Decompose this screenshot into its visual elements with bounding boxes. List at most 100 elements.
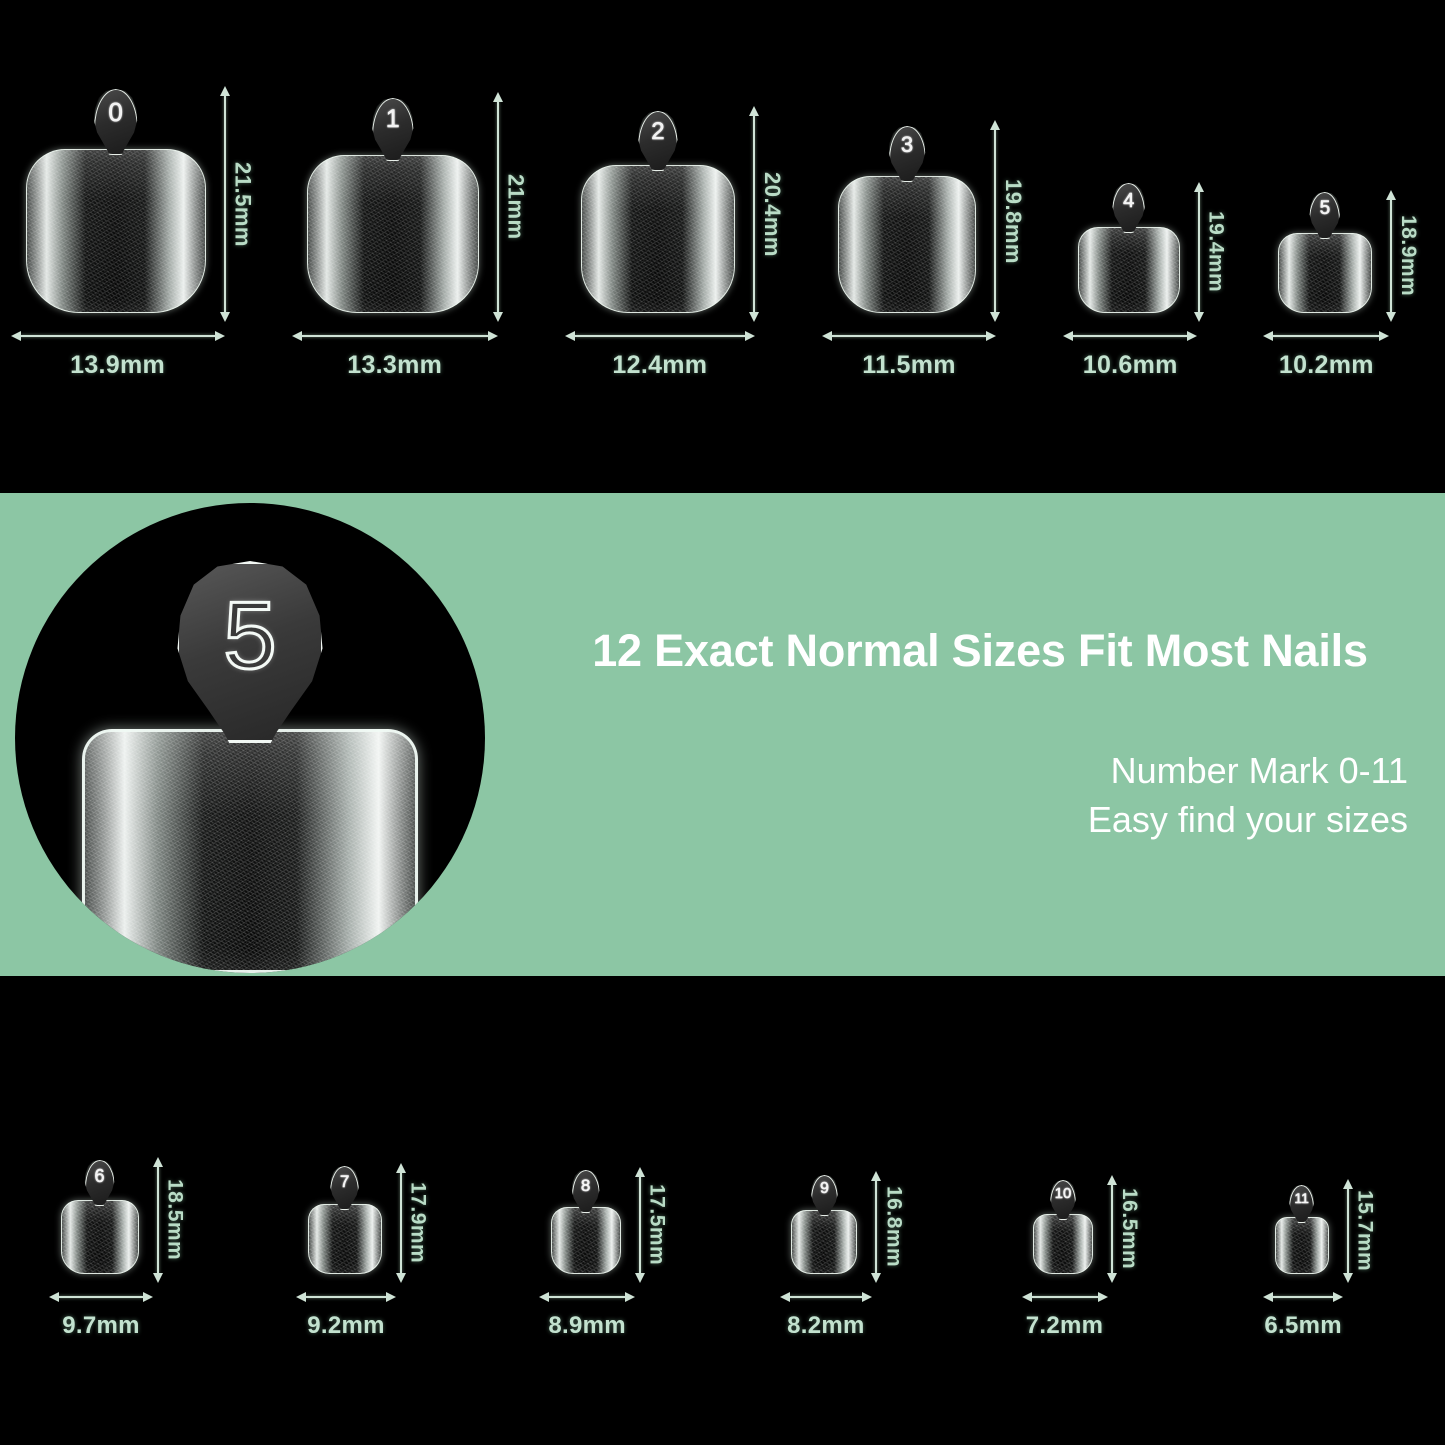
width-dimension: 8.9mm	[548, 1296, 627, 1340]
width-dimension-label: 9.7mm	[62, 1312, 140, 1339]
height-dimension-label: 17.9mm	[406, 1182, 430, 1264]
height-dimension-arrow	[875, 1180, 878, 1274]
width-dimension-arrow	[573, 335, 746, 337]
height-dimension-label: 18.5mm	[163, 1179, 187, 1261]
nail-with-height-dimension: 2 20.4mm	[580, 111, 785, 313]
width-dimension-arrow	[788, 1296, 863, 1298]
nail-tip: 8	[550, 1170, 621, 1274]
nail-body	[580, 165, 735, 313]
nail-tip: 7	[307, 1166, 382, 1274]
nail-size-cell: 10 16.5mm 7.2mm	[1026, 1180, 1149, 1340]
nail-body	[1277, 233, 1372, 313]
nail-with-height-dimension: 4 19.4mm	[1077, 183, 1228, 313]
nail-with-height-dimension: 11 15.7mm	[1274, 1185, 1377, 1274]
width-dimension-label: 11.5mm	[862, 351, 956, 379]
width-dimension-label: 10.6mm	[1082, 351, 1178, 379]
height-dimension: 20.4mm	[752, 115, 785, 313]
nail-size-number: 11	[1294, 1190, 1309, 1206]
nail-size-number: 4	[1123, 190, 1135, 212]
height-dimension: 16.5mm	[1111, 1184, 1141, 1274]
nail-body	[791, 1210, 858, 1274]
height-dimension-label: 19.8mm	[1001, 178, 1027, 264]
nail-size-cell: 8 17.5mm 8.9mm	[548, 1170, 671, 1340]
nail-tip: 2	[580, 111, 735, 313]
feature-banner: 5 12 Exact Normal Sizes Fit Most Nails N…	[0, 493, 1445, 976]
width-dimension-arrow	[305, 1296, 388, 1298]
nail-tip: 6	[60, 1160, 139, 1274]
nail-body	[1033, 1214, 1094, 1274]
nail-size-cell: 11 15.7mm 6.5mm	[1264, 1185, 1387, 1340]
nail-tab: 0	[94, 89, 138, 155]
width-dimension: 10.6mm	[1072, 335, 1189, 380]
width-dimension-label: 8.9mm	[548, 1312, 626, 1339]
zoom-inset-circle: 5	[15, 503, 485, 973]
height-dimension: 19.8mm	[994, 129, 1026, 313]
nail-tip: 1	[306, 98, 479, 313]
width-dimension-label: 13.9mm	[70, 351, 166, 379]
width-dimension-arrow	[1272, 335, 1381, 337]
width-dimension: 12.4mm	[573, 335, 746, 380]
height-dimension: 19.4mm	[1197, 191, 1228, 313]
nail-body	[25, 149, 206, 313]
nail-tip: 4	[1077, 183, 1180, 313]
width-dimension-arrow	[548, 1296, 627, 1298]
nail-size-number: 1	[385, 105, 400, 133]
nail-size-cell: 2 20.4mm 12.4mm	[573, 111, 792, 380]
nail-size-cell: 4 19.4mm 10.6mm	[1072, 183, 1233, 380]
height-dimension: 21mm	[496, 101, 529, 313]
height-dimension-arrow	[1197, 191, 1200, 313]
nail-tip: 9	[791, 1175, 858, 1274]
height-dimension: 18.5mm	[156, 1166, 187, 1274]
nail-with-height-dimension: 8 17.5mm	[550, 1170, 669, 1274]
nail-tab: 4	[1112, 183, 1145, 233]
height-dimension: 17.5mm	[638, 1176, 669, 1274]
height-dimension-label: 16.8mm	[882, 1186, 906, 1268]
nail-with-height-dimension: 7 17.9mm	[307, 1166, 430, 1274]
nail-body	[550, 1207, 621, 1274]
nail-size-number: 9	[819, 1180, 829, 1197]
size-row-bottom: 6 18.5mm 9.7mm 7 17.9mm 9.2mm 8 17.5mm 8.9mm 9 16.…	[0, 1140, 1445, 1340]
zoom-inset-content: 5	[15, 503, 485, 973]
width-dimension-label: 7.2mm	[1025, 1312, 1104, 1339]
height-dimension-label: 20.4mm	[759, 171, 785, 257]
banner-headline: 12 Exact Normal Sizes Fit Most Nails	[592, 624, 1368, 676]
height-dimension-label: 18.9mm	[1396, 215, 1420, 297]
zoom-inset-nail-body	[82, 728, 418, 973]
nail-tab: 5	[1309, 192, 1341, 239]
height-dimension: 15.7mm	[1346, 1188, 1377, 1274]
nail-with-height-dimension: 10 16.5mm	[1033, 1180, 1141, 1274]
nail-size-cell: 9 16.8mm 8.2mm	[787, 1175, 910, 1340]
width-dimension-arrow	[831, 335, 988, 337]
width-dimension-label: 12.4mm	[612, 351, 708, 379]
nail-size-cell: 1 21mm 13.3mm	[300, 98, 535, 380]
nail-tab: 1	[372, 98, 414, 161]
zoom-inset-tab: 5	[177, 561, 323, 743]
height-dimension: 18.9mm	[1389, 199, 1420, 313]
nail-tip: 5	[1277, 192, 1372, 313]
nail-body	[1077, 227, 1180, 313]
nail-tip: 11	[1274, 1185, 1329, 1274]
nail-with-height-dimension: 0 21.5mm	[25, 89, 256, 313]
width-dimension: 6.5mm	[1264, 1296, 1342, 1340]
width-dimension-arrow	[1072, 335, 1189, 337]
nail-body	[307, 1204, 382, 1274]
width-dimension: 11.5mm	[831, 335, 988, 380]
width-dimension-label: 6.5mm	[1264, 1312, 1342, 1339]
width-dimension: 8.2mm	[787, 1296, 865, 1340]
height-dimension: 21.5mm	[223, 95, 256, 313]
width-dimension: 7.2mm	[1026, 1296, 1104, 1340]
width-dimension-label: 9.2mm	[307, 1312, 385, 1339]
nail-size-cell: 3 19.8mm 11.5mm	[831, 126, 1033, 380]
size-row-top: 0 21.5mm 13.9mm 1 21mm 13.3mm 2 20.4mm 12.4mm 3 19…	[0, 80, 1445, 380]
nail-tip: 3	[838, 126, 977, 313]
height-dimension-label: 17.5mm	[645, 1184, 669, 1266]
nail-body	[838, 176, 977, 313]
height-dimension-arrow	[1389, 199, 1392, 313]
nail-size-number: 0	[108, 97, 123, 127]
nail-with-height-dimension: 5 18.9mm	[1277, 192, 1420, 313]
nail-size-cell: 6 18.5mm 9.7mm	[58, 1160, 189, 1340]
nail-body	[1274, 1217, 1329, 1274]
nail-size-number: 3	[900, 132, 914, 157]
width-dimension-label: 13.3mm	[347, 351, 443, 379]
